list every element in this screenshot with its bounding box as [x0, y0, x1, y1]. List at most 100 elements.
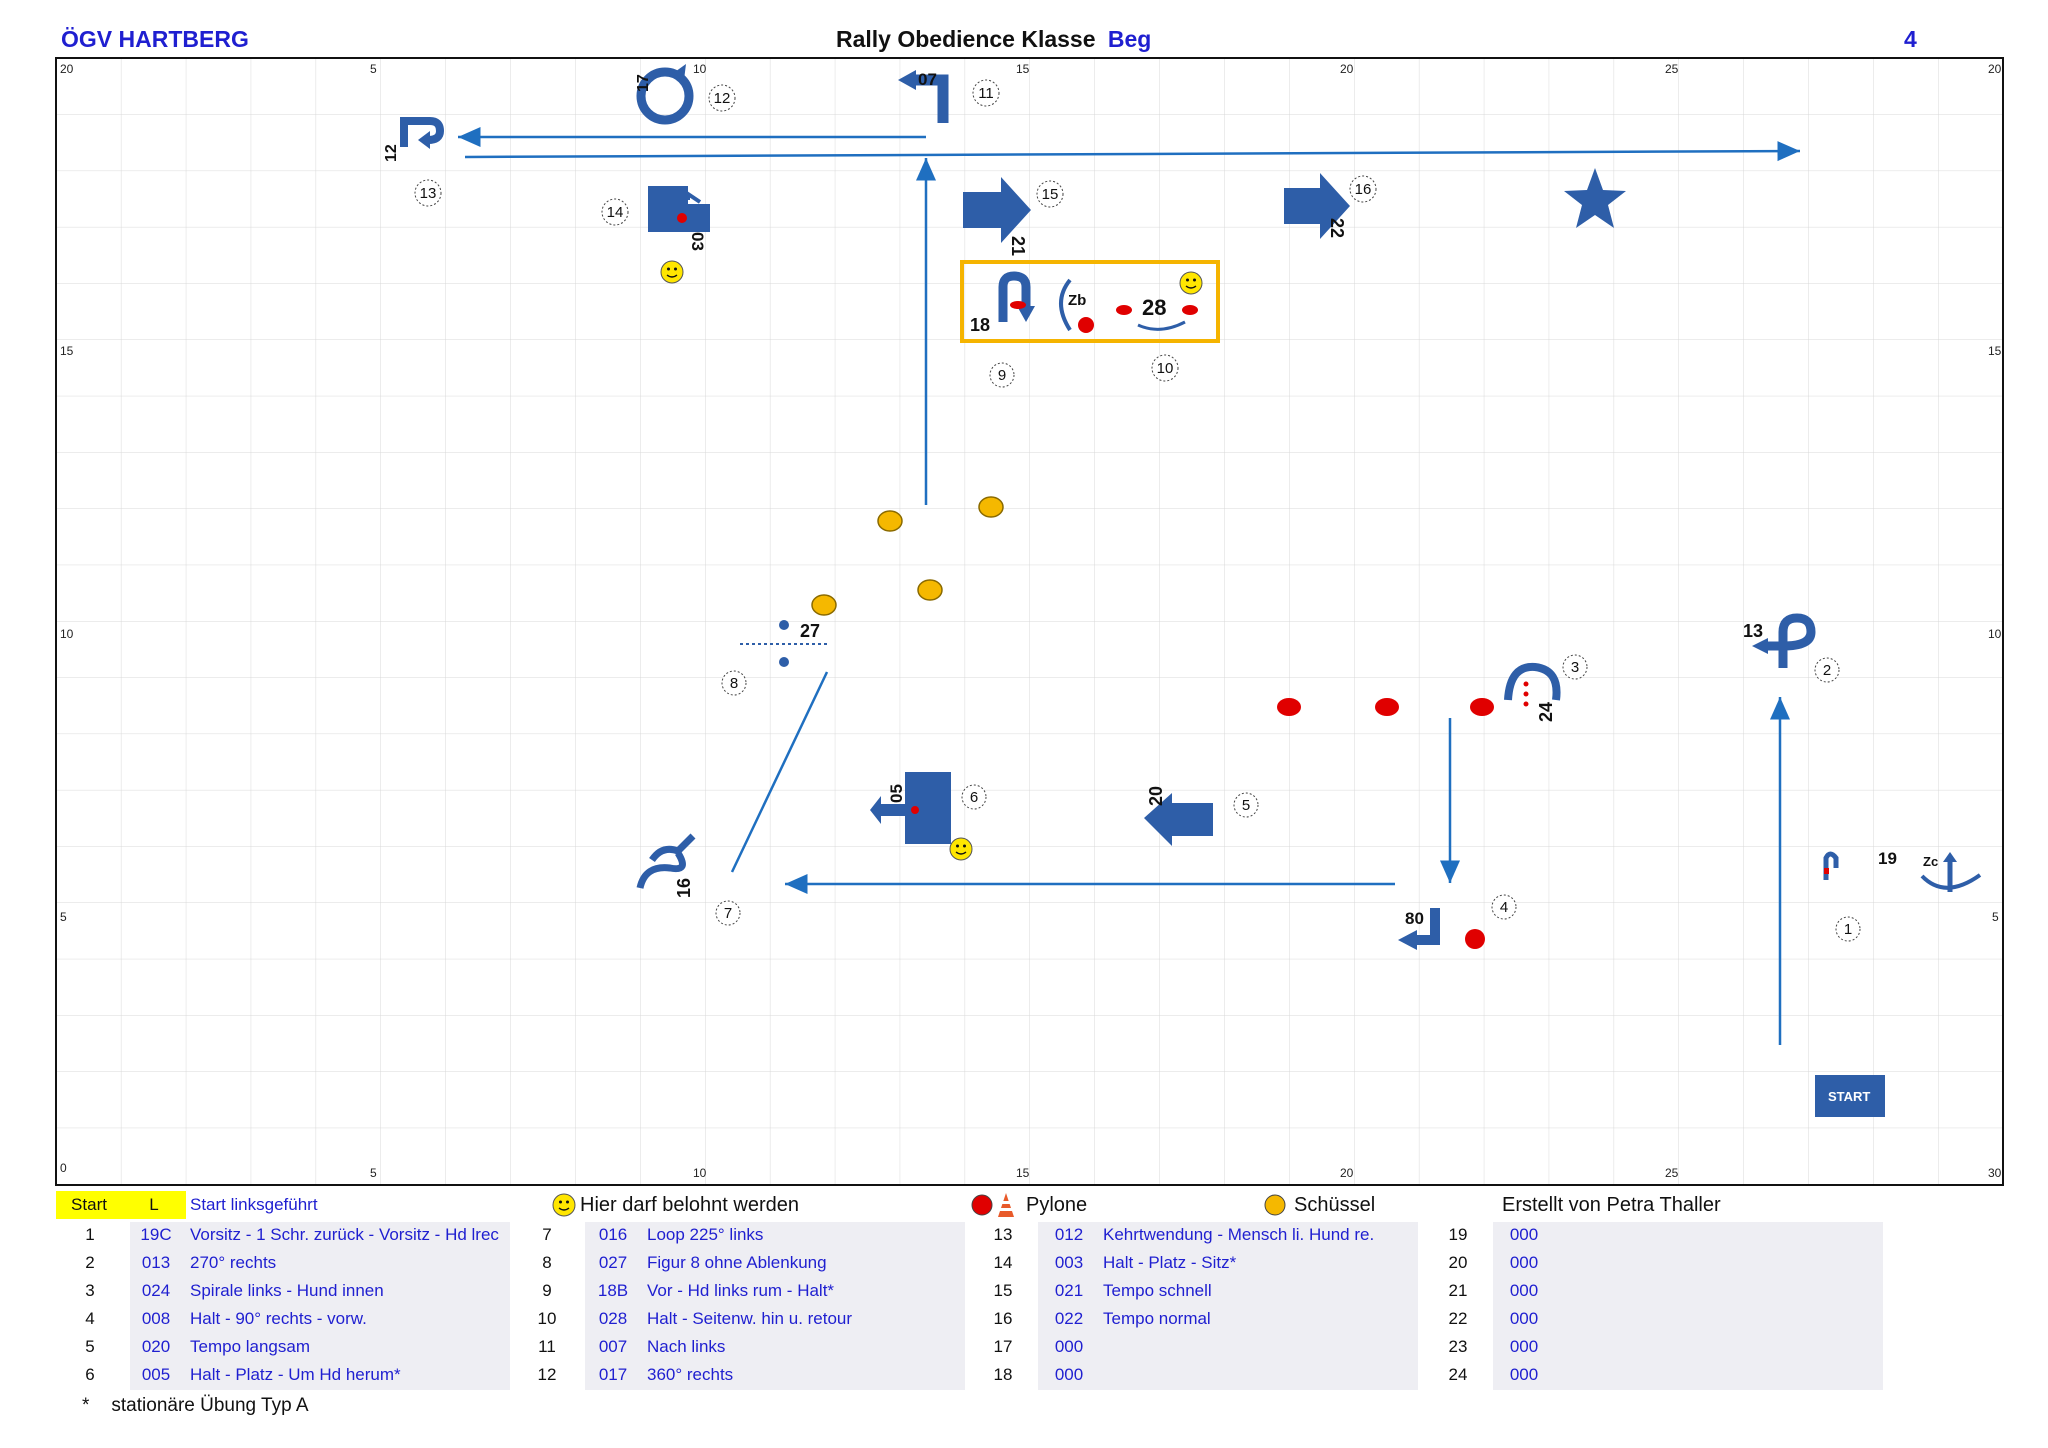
exercise-number: 22 [1448, 1309, 1468, 1328]
start-label: Start [71, 1195, 107, 1214]
exercise-number: 4 [85, 1309, 95, 1328]
exercise-name: Tempo schnell [1103, 1281, 1212, 1300]
x-label-bottom-30: 30 [1988, 1166, 2002, 1180]
level-label: Beg [1107, 26, 1152, 52]
exercise-number: 9 [542, 1281, 552, 1300]
exercise-code: 000 [1509, 1253, 1539, 1272]
exercise-row: 1 19C Vorsitz - 1 Schr. zurück - Vorsitz -… [70, 1222, 525, 1248]
svg-text:13: 13 [1743, 621, 1763, 641]
exercise-number: 1 [85, 1225, 95, 1244]
reward-markers [660, 260, 1203, 861]
svg-text:9: 9 [998, 367, 1006, 384]
exercise-code: 024 [141, 1281, 171, 1300]
grid [56, 58, 2003, 1185]
sign-16: 16 [636, 833, 696, 898]
exercise-name: Loop 225° links [647, 1225, 764, 1244]
x-label-bottom-10: 10 [693, 1166, 707, 1180]
exercise-row: 3 024 Spirale links - Hund innen [70, 1278, 525, 1304]
pylon-icon [971, 1193, 1014, 1217]
route-line [730, 671, 829, 873]
start-side: L [149, 1195, 159, 1214]
exercise-name: Halt - 90° rechts - vorw. [190, 1309, 367, 1328]
exercise-name: Nach links [647, 1337, 726, 1356]
exercise-column-bg [585, 1222, 965, 1390]
station-number-13: 13 [414, 179, 442, 207]
exercise-name: 270° rechts [190, 1253, 277, 1272]
bowl [877, 510, 903, 532]
exercise-code: 18B [597, 1281, 629, 1300]
svg-text:03: 03 [688, 232, 707, 251]
svg-text:6: 6 [970, 789, 978, 806]
exercise-row: 10 028 Halt - Seitenw. hin u. retour [527, 1306, 982, 1332]
exercise-code: 007 [598, 1337, 628, 1356]
station-number-1: 1 [1835, 916, 1861, 942]
exercise-row: 17 000 [983, 1334, 1438, 1360]
svg-text:07: 07 [918, 70, 937, 89]
exercise-row: 8 027 Figur 8 ohne Ablenkung [527, 1250, 982, 1276]
x-label-bottom-15: 15 [1016, 1166, 1030, 1180]
exercise-number: 12 [537, 1365, 557, 1384]
station-group-highlight [960, 260, 1220, 343]
x-corner-label-right: 20 [1988, 62, 2002, 76]
author-text: Erstellt von Petra Thaller [1502, 1193, 1721, 1216]
svg-text:5: 5 [1242, 797, 1250, 814]
pylon-text: Pylone [1026, 1193, 1088, 1216]
exercise-number: 13 [993, 1225, 1013, 1244]
sign-05: 05 [870, 772, 951, 844]
exercise-row: 24 000 [1438, 1362, 1893, 1388]
smiley-icon [949, 837, 973, 861]
svg-text:4: 4 [1500, 899, 1508, 916]
smiley-icon [660, 260, 684, 284]
svg-text:10: 10 [1157, 360, 1174, 377]
sign-28: Zb 28 [1059, 278, 1198, 333]
svg-text:18: 18 [970, 315, 990, 335]
sign-19: 19 Zc [1823, 849, 1982, 892]
exercise-number: 16 [993, 1309, 1013, 1328]
station-number-15: 15 [1036, 180, 1064, 208]
bowl-legend: Schüssel [1262, 1191, 1375, 1219]
exercise-row: 21 000 [1438, 1278, 1893, 1304]
exercise-name: Spirale links - Hund innen [190, 1281, 384, 1300]
exercise-number: 7 [542, 1225, 552, 1244]
exercise-row: 13 012 Kehrtwendung - Mensch li. Hund re. [983, 1222, 1438, 1248]
bowl [978, 496, 1004, 518]
exercise-number: 2 [85, 1253, 95, 1272]
exercise-number: 15 [993, 1281, 1013, 1300]
exercise-name: Figur 8 ohne Ablenkung [647, 1253, 827, 1272]
exercise-row: 18 000 [983, 1362, 1438, 1388]
svg-text:17: 17 [635, 74, 652, 92]
x-label-bottom-5: 5 [370, 1166, 377, 1180]
sign-21: 21 [963, 177, 1031, 256]
y-label-right-10: 10 [1988, 627, 2002, 641]
exercise-row: 12 017 360° rechts [527, 1362, 982, 1388]
exercise-name: Vor - Hd links rum - Halt* [647, 1281, 835, 1300]
svg-text:START: START [1828, 1089, 1870, 1104]
station-number-12: 12 [708, 84, 736, 112]
exercise-code: 016 [598, 1225, 628, 1244]
bowl [811, 594, 837, 616]
pylon [1375, 698, 1399, 716]
exercise-number: 10 [537, 1309, 557, 1328]
station-number-16: 16 [1349, 175, 1377, 203]
y-label-right-15: 15 [1988, 344, 2002, 358]
sign-08: 80 [1398, 908, 1485, 950]
svg-text:15: 15 [1042, 186, 1059, 203]
station-number-2: 2 [1814, 657, 1840, 683]
x-label-bottom-0: 0 [60, 1161, 67, 1175]
svg-text:24: 24 [1536, 702, 1556, 722]
exercise-column-bg [1493, 1222, 1883, 1390]
svg-text:12: 12 [383, 144, 400, 162]
svg-text:14: 14 [607, 204, 624, 221]
exercise-code: 012 [1054, 1225, 1084, 1244]
exercise-code: 000 [1054, 1337, 1084, 1356]
smiley-icon [552, 1193, 576, 1217]
exercise-row: 6 005 Halt - Platz - Um Hd herum* [70, 1362, 525, 1388]
sign-22: 22 [1284, 173, 1350, 239]
exercise-code: 027 [598, 1253, 628, 1272]
exercise-number: 17 [993, 1337, 1013, 1356]
svg-text:28: 28 [1142, 295, 1166, 320]
reward-text: Hier darf belohnt werden [580, 1193, 800, 1216]
start-sign: START [1815, 1075, 1885, 1117]
sign-20: 20 [1144, 786, 1213, 846]
pylon [1277, 698, 1301, 716]
